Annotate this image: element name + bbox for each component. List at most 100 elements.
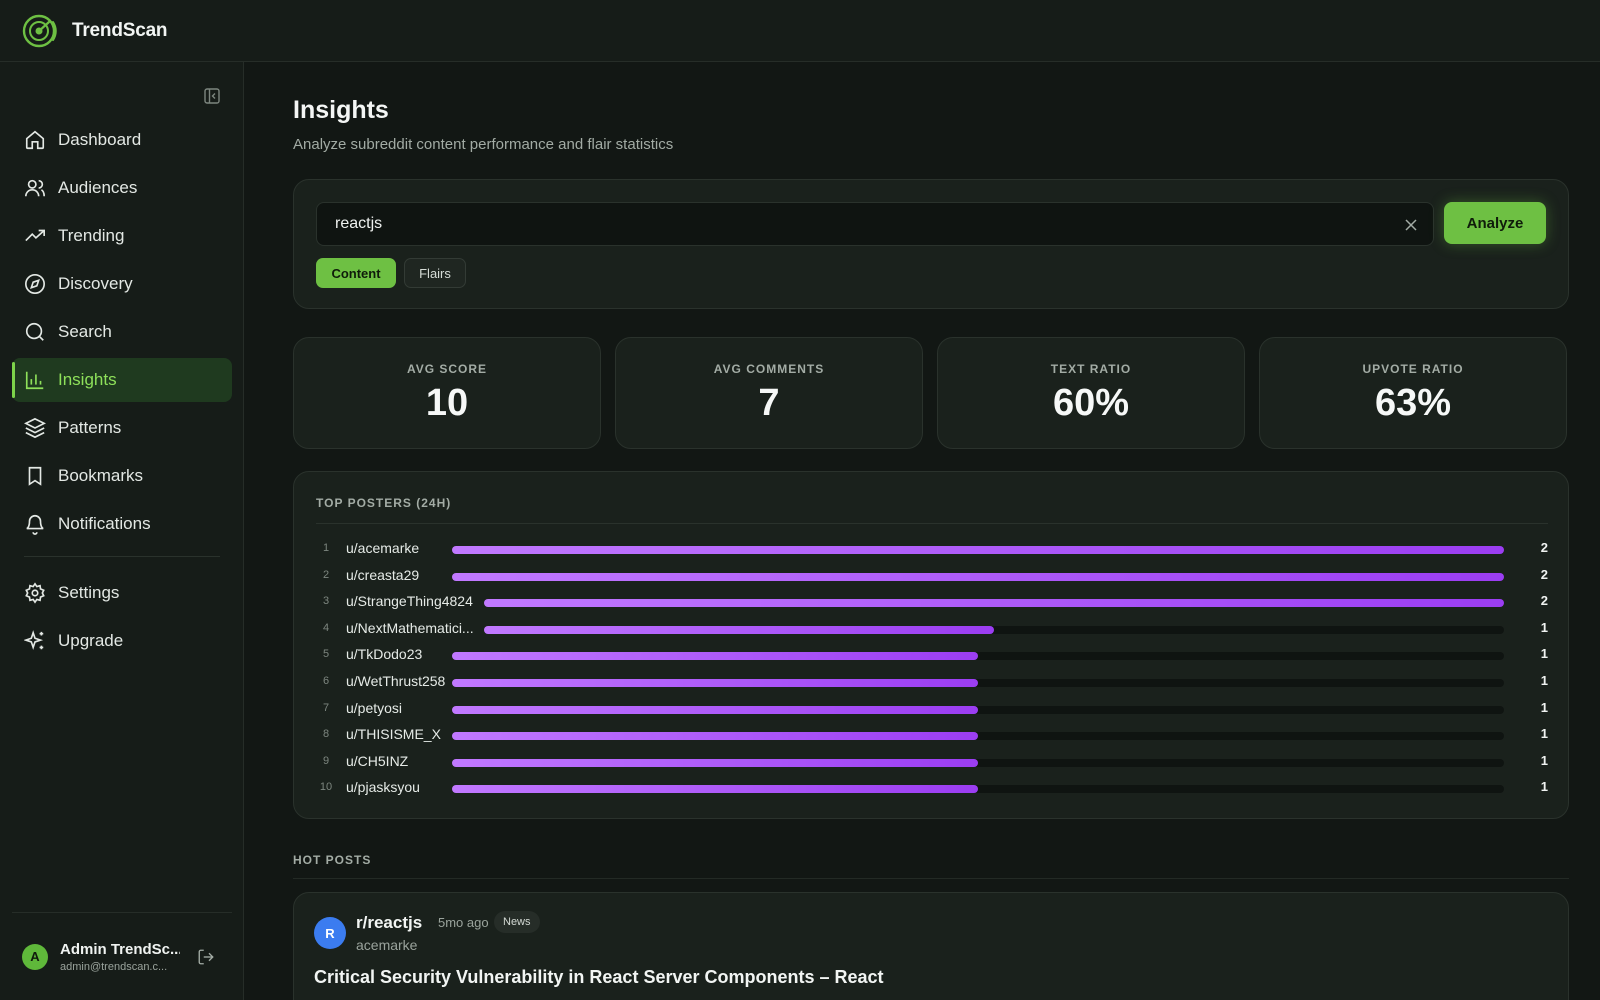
stat-card-text-ratio: TEXT RATIO 60%	[937, 337, 1245, 449]
sidebar-item-dashboard[interactable]: Dashboard	[12, 118, 232, 162]
main-content: Insights Analyze subreddit content perfo…	[244, 62, 1600, 1000]
stat-card-avg-score: AVG SCORE 10	[293, 337, 601, 449]
divider	[293, 878, 1569, 879]
poster-bar	[452, 679, 978, 687]
sidebar-item-settings[interactable]: Settings	[12, 571, 232, 615]
poster-count: 1	[1540, 726, 1548, 742]
list-item[interactable]: 2 u/creasta29 2	[316, 564, 1548, 590]
sidebar-nav: Dashboard Audiences Trending Discovery S…	[12, 118, 232, 667]
poster-rank: 5	[322, 648, 330, 661]
post-flair-badge: News	[494, 911, 540, 933]
list-item[interactable]: 4 u/NextMathematici... 1	[316, 617, 1548, 643]
poster-bar-track	[452, 785, 1504, 794]
stat-label: UPVOTE RATIO	[1362, 362, 1464, 376]
sidebar-item-upgrade[interactable]: Upgrade	[12, 619, 232, 663]
post-subreddit[interactable]: r/reactjs	[356, 913, 423, 932]
poster-bar-track	[452, 705, 1504, 714]
poster-username[interactable]: u/acemarke	[346, 540, 420, 556]
poster-username[interactable]: u/TkDodo23	[346, 646, 423, 663]
subreddit-search-input[interactable]	[335, 215, 1375, 233]
sidebar: Dashboard Audiences Trending Discovery S…	[0, 62, 244, 1000]
stat-value: 60%	[1052, 382, 1130, 424]
poster-rank: 3	[322, 595, 330, 608]
poster-rank: 2	[322, 568, 330, 581]
post-card[interactable]: R r/reactjs 5mo ago News acemarke Critic…	[293, 892, 1569, 1000]
sidebar-item-label: Notifications	[58, 514, 151, 533]
poster-count: 1	[1540, 779, 1548, 795]
poster-count: 2	[1540, 593, 1548, 609]
top-posters-title: TOP POSTERS (24H)	[316, 496, 452, 510]
poster-username[interactable]: u/CH5INZ	[346, 752, 409, 769]
sidebar-item-patterns[interactable]: Patterns	[12, 406, 232, 450]
brand-name[interactable]: TrendScan	[72, 19, 168, 41]
list-item[interactable]: 9 u/CH5INZ 1	[316, 750, 1548, 776]
sidebar-divider	[24, 556, 220, 557]
subreddit-search-box	[316, 202, 1434, 246]
page-subtitle: Analyze subreddit content performance an…	[293, 136, 674, 153]
sidebar-item-audiences[interactable]: Audiences	[12, 166, 232, 210]
poster-count: 1	[1540, 699, 1548, 715]
poster-rank: 8	[322, 728, 330, 741]
top-bar: TrendScan	[0, 0, 1600, 62]
sidebar-item-label: Settings	[58, 583, 120, 602]
list-item[interactable]: 1 u/acemarke 2	[316, 537, 1548, 563]
poster-bar-track	[452, 732, 1504, 741]
logout-icon[interactable]	[196, 947, 216, 967]
search-icon	[24, 321, 46, 343]
sidebar-item-notifications[interactable]: Notifications	[12, 502, 232, 546]
tab-content[interactable]: Content	[316, 258, 396, 288]
poster-rank: 7	[322, 701, 330, 714]
sidebar-item-label: Search	[58, 322, 112, 341]
clear-icon[interactable]	[1401, 215, 1421, 235]
sidebar-item-label: Audiences	[58, 178, 138, 197]
sidebar-collapse-icon[interactable]	[202, 86, 222, 106]
stat-value: 63%	[1374, 382, 1452, 424]
sidebar-item-trending[interactable]: Trending	[12, 214, 232, 258]
list-item[interactable]: 3 u/StrangeThing4824 2	[316, 590, 1548, 616]
stat-card-upvote-ratio: UPVOTE RATIO 63%	[1259, 337, 1567, 449]
stat-label: AVG COMMENTS	[713, 362, 825, 376]
list-item[interactable]: 10 u/pjasksyou 1	[316, 776, 1548, 802]
search-card: Analyze Content Flairs	[293, 179, 1569, 309]
poster-bar	[452, 732, 978, 741]
post-time: 5mo ago	[438, 915, 489, 930]
poster-username[interactable]: u/pjasksyou	[346, 779, 420, 796]
poster-username[interactable]: u/creasta29	[346, 566, 420, 583]
list-item[interactable]: 5 u/TkDodo23 1	[316, 643, 1548, 669]
poster-username[interactable]: u/petyosi	[346, 699, 403, 716]
user-info: Admin TrendSc... admin@trendscan.c...	[60, 941, 180, 973]
poster-count: 1	[1540, 752, 1548, 768]
divider	[316, 523, 1548, 524]
poster-rank: 9	[322, 754, 330, 767]
bar-chart-icon	[24, 369, 46, 391]
poster-bar	[484, 625, 994, 634]
sidebar-item-search[interactable]: Search	[12, 310, 232, 354]
post-author[interactable]: acemarke	[356, 937, 418, 953]
poster-bar-track	[484, 599, 1504, 608]
sparkles-icon	[24, 630, 46, 652]
analyze-button[interactable]: Analyze	[1444, 202, 1546, 244]
trending-icon	[24, 225, 46, 247]
post-title[interactable]: Critical Security Vulnerability in React…	[314, 967, 884, 987]
sidebar-item-label: Insights	[58, 370, 117, 389]
poster-username[interactable]: u/WetThrust258	[346, 673, 446, 689]
sidebar-item-bookmarks[interactable]: Bookmarks	[12, 454, 232, 498]
sidebar-item-discovery[interactable]: Discovery	[12, 262, 232, 306]
poster-bar-track	[452, 546, 1504, 554]
poster-rank: 10	[319, 781, 333, 794]
avatar[interactable]: A	[22, 943, 48, 970]
list-item[interactable]: 8 u/THISISME_X 1	[316, 723, 1548, 749]
poster-username[interactable]: u/THISISME_X	[346, 726, 441, 743]
tab-flairs[interactable]: Flairs	[404, 258, 466, 288]
list-item[interactable]: 7 u/petyosi 1	[316, 697, 1548, 723]
sidebar-item-insights[interactable]: Insights	[12, 358, 232, 402]
radar-logo-icon[interactable]	[22, 12, 60, 50]
poster-count: 1	[1540, 673, 1548, 688]
poster-bar-track	[452, 572, 1504, 581]
users-icon	[24, 177, 46, 199]
poster-username[interactable]: u/StrangeThing4824	[346, 593, 473, 610]
poster-bar	[452, 785, 978, 794]
poster-bar	[484, 599, 1504, 608]
list-item[interactable]: 6 u/WetThrust258 1	[316, 670, 1548, 696]
poster-username[interactable]: u/NextMathematici...	[346, 619, 474, 636]
